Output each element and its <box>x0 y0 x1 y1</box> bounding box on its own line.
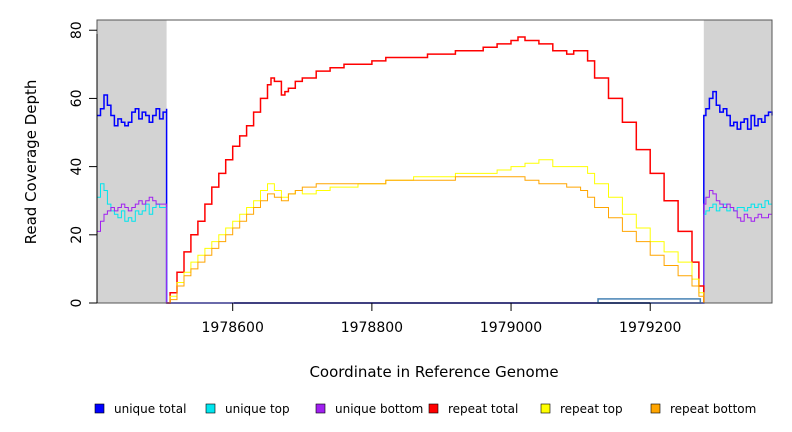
legend-label-unique-top: unique top <box>225 402 290 416</box>
legend-swatch-repeat-top <box>540 403 551 414</box>
legend-label-unique-bottom: unique bottom <box>335 402 423 416</box>
legend-label-unique-total: unique total <box>114 402 186 416</box>
series-line-repeat-total <box>166 36 705 304</box>
y-tick-label-5: 80 <box>69 21 85 39</box>
series-line-repeat-top <box>166 159 705 304</box>
y-tick-label-2: 20 <box>69 226 85 244</box>
legend-swatch-repeat-bottom <box>650 403 661 414</box>
legend-swatch-unique-total <box>94 403 105 414</box>
series-line-unique-top <box>97 183 772 304</box>
y-tick-label-1: 0 <box>69 299 85 308</box>
y-tick-label-3: 40 <box>69 158 85 176</box>
y-axis: 0 20 40 60 80 <box>69 21 98 308</box>
legend-label-repeat-total: repeat total <box>448 402 518 416</box>
x-axis-title: Coordinate in Reference Genome <box>309 363 558 381</box>
series-line-repeat-bottom <box>166 176 772 304</box>
legend-swatch-repeat-total <box>428 403 439 414</box>
legend: unique total unique top unique bottom repea… <box>94 402 756 416</box>
x-tick-label-4: 1979200 <box>619 320 681 336</box>
legend-swatch-unique-top <box>205 403 216 414</box>
shaded-region-2 <box>703 20 772 303</box>
feature-box <box>597 298 702 304</box>
series-line-unique-bottom <box>97 190 772 304</box>
legend-swatch-unique-bottom <box>315 403 326 414</box>
y-axis-title: Read Coverage Depth <box>22 80 40 245</box>
excluded-regions <box>97 20 772 303</box>
feature-markers <box>597 298 702 304</box>
shaded-region-1 <box>97 20 167 303</box>
x-axis: 1978600 1978800 1979000 1979200 <box>202 302 681 336</box>
legend-label-repeat-bottom: repeat bottom <box>670 402 756 416</box>
series-lines <box>97 36 773 304</box>
y-tick-label-4: 60 <box>69 90 85 108</box>
x-tick-label-3: 1979000 <box>480 320 542 336</box>
x-tick-label-1: 1978600 <box>202 320 264 336</box>
series-line-unique-total <box>97 90 773 304</box>
x-tick-label-2: 1978800 <box>341 320 403 336</box>
legend-label-repeat-top: repeat top <box>560 402 623 416</box>
